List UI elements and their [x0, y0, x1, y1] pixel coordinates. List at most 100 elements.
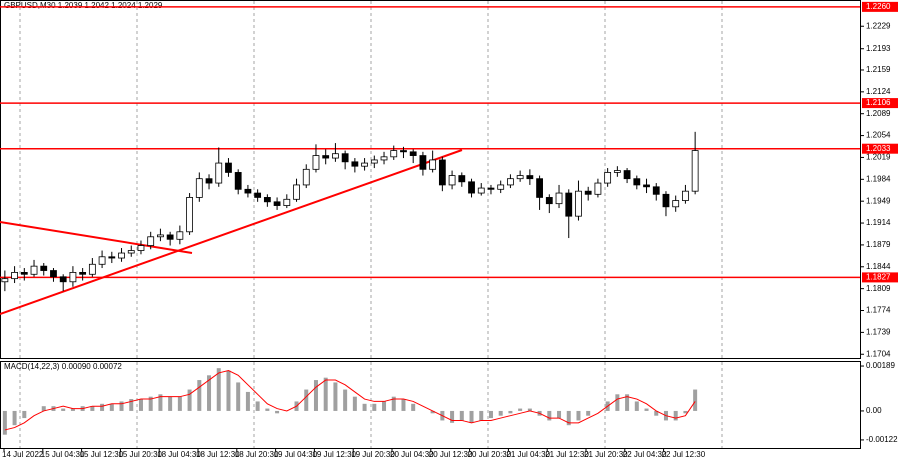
- x-tick-label: 15 Jul 12:30: [80, 450, 124, 459]
- y-tick-label: 1.1704: [866, 349, 891, 358]
- candle-body: [225, 162, 232, 173]
- y-tick-label: -0.00122: [866, 435, 898, 444]
- candle-body: [40, 265, 48, 271]
- x-tick-label: 19 Jul 04:30: [274, 450, 318, 459]
- macd-bar: [693, 389, 698, 411]
- macd-bar: [236, 382, 241, 411]
- macd-bar: [654, 410, 659, 416]
- macd-bar: [450, 410, 455, 423]
- macd-bar: [207, 375, 212, 411]
- candle-body: [157, 234, 164, 238]
- candle-body: [545, 197, 553, 205]
- macd-bar: [479, 410, 484, 421]
- candle-body: [50, 270, 57, 278]
- vertical-grid: [19, 1, 723, 448]
- macd-bar: [255, 401, 260, 411]
- macd-bar: [70, 408, 75, 411]
- level-label: 1.2260: [866, 2, 891, 11]
- candle-body: [448, 175, 456, 186]
- macd-bar: [411, 403, 416, 411]
- candle-body: [205, 178, 213, 184]
- y-tick-label: 1.1914: [866, 218, 891, 227]
- level-label: 1.2106: [866, 98, 891, 107]
- candle-body: [623, 170, 631, 180]
- candle-body: [536, 178, 543, 198]
- signal-line: [4, 370, 696, 431]
- y-tick-label: 1.2089: [866, 109, 891, 118]
- x-tick-label: 20 Jul 12:30: [429, 450, 473, 459]
- y-tick-label: 1.1879: [866, 240, 891, 249]
- candle-body: [88, 263, 96, 275]
- candle-body: [166, 234, 174, 240]
- candle-body: [195, 178, 203, 198]
- candle-body: [341, 153, 349, 163]
- macd-bar: [498, 410, 503, 416]
- macd-bar: [12, 410, 17, 426]
- candle-body: [79, 272, 87, 275]
- candle-body: [409, 151, 417, 156]
- candle-body: [1, 278, 9, 283]
- macd-bar: [333, 382, 338, 411]
- macd-bar: [459, 410, 464, 421]
- candle-body: [604, 172, 612, 184]
- macd-bar: [625, 394, 630, 411]
- candle-body: [652, 186, 660, 195]
- macd-bar: [323, 377, 328, 411]
- candle-body: [516, 175, 524, 180]
- macd-bar: [138, 399, 143, 411]
- candle-body: [691, 150, 699, 192]
- y-tick-label: 1.2054: [866, 131, 891, 140]
- macd-bar: [430, 410, 435, 414]
- candle-body: [565, 192, 573, 217]
- candle-body: [429, 159, 437, 170]
- candle-body: [633, 178, 641, 186]
- candle-body: [332, 153, 339, 159]
- x-tick-label: 19 Jul 20:30: [351, 450, 395, 459]
- candle-body: [682, 190, 689, 201]
- candle-body: [137, 245, 145, 251]
- candle-body: [147, 236, 155, 246]
- candle-body: [497, 184, 505, 190]
- macd-bar: [109, 403, 114, 411]
- macd-bar: [158, 394, 163, 411]
- macd-bar: [518, 408, 523, 411]
- candle-body: [118, 252, 125, 259]
- price-title: GBPUSD,M30 1.2039 1.2042 1.2024 1.2029: [4, 1, 163, 10]
- candle-body: [302, 168, 310, 186]
- macd-bar: [527, 408, 532, 411]
- macd-bar: [2, 410, 7, 435]
- candle-body: [526, 175, 534, 180]
- y-tick-label: 0.00: [866, 406, 882, 415]
- candle-body: [507, 178, 514, 186]
- y-tick-label: 1.2124: [866, 87, 891, 96]
- macd-bar: [226, 370, 231, 411]
- macd-bar: [216, 368, 221, 411]
- candle-body: [69, 272, 77, 283]
- candle-body: [263, 197, 271, 203]
- candle-body: [370, 159, 378, 164]
- candle-body: [293, 184, 300, 200]
- candle-body: [273, 201, 281, 206]
- y-tick-label: 1.2159: [866, 65, 891, 74]
- candle-body: [244, 188, 252, 194]
- macd-bar: [265, 408, 270, 411]
- macd-bar: [566, 410, 571, 426]
- macd-bar: [362, 403, 367, 411]
- candle-body: [613, 170, 621, 173]
- y-tick-label: 1.1844: [866, 262, 891, 271]
- candle-body: [487, 187, 495, 190]
- candle-body: [643, 184, 650, 188]
- macd-bar: [41, 406, 46, 411]
- macd-bar: [187, 389, 192, 411]
- macd-bar: [557, 410, 562, 419]
- macd-bar: [586, 410, 591, 416]
- x-tick-label: 20 Jul 04:30: [390, 450, 434, 459]
- macd-bar: [119, 401, 124, 411]
- macd-bar: [615, 394, 620, 411]
- x-tick-label: 18 Jul 12:30: [196, 450, 240, 459]
- macd-bar: [177, 396, 182, 411]
- macd-bar: [391, 396, 396, 411]
- x-tick-label: 21 Jul 20:30: [584, 450, 628, 459]
- macd-bar: [129, 399, 134, 411]
